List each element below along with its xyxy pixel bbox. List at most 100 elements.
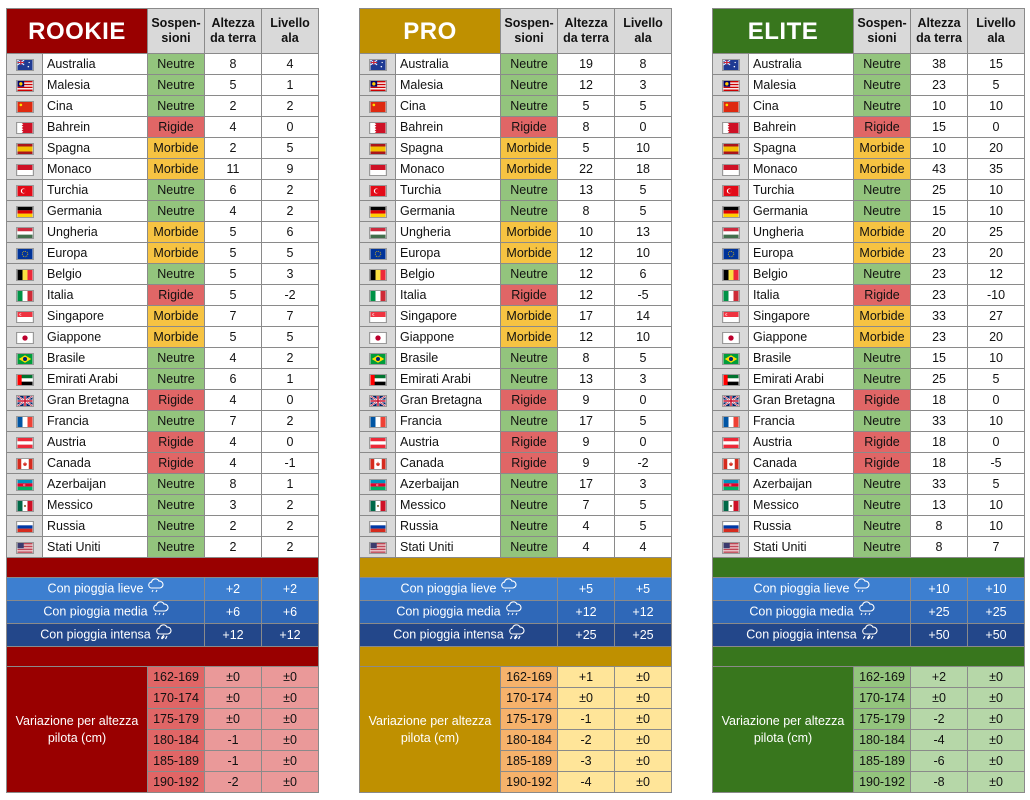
track-name: Messico: [394, 494, 502, 516]
wing-level-value: 10: [967, 95, 1026, 117]
wing-level-value: 3: [261, 263, 319, 285]
ground-height-value: 23: [910, 284, 969, 306]
height-variation-row: 190-192 -2 ±0: [7, 771, 319, 793]
suspension-value: Neutre: [500, 410, 559, 432]
wing-level-value: 10: [967, 179, 1026, 201]
ground-height-value: 3: [204, 494, 262, 516]
variation-label: Variazione per altezza pilota (cm): [358, 666, 502, 793]
rain-row: Con pioggia lieve +5 +5: [358, 577, 673, 601]
track-name: Austria: [747, 431, 855, 453]
suspension-value: Neutre: [853, 536, 912, 558]
usa-flag-icon: [6, 536, 43, 558]
height-wing-delta: ±0: [261, 729, 319, 751]
height-range: 170-174: [853, 687, 912, 709]
suspension-value: Morbide: [147, 242, 205, 264]
wing-level-value: 5: [967, 368, 1026, 390]
suspension-value: Morbide: [853, 326, 912, 348]
wing-level-value: -10: [967, 284, 1026, 306]
track-name: Bahrein: [42, 116, 148, 138]
track-row: Monaco Morbide 22 18: [359, 158, 673, 180]
cloud-rain-light-icon: [853, 578, 870, 600]
wing-level-value: 3: [614, 368, 673, 390]
track-row: Messico Neutre 3 2: [6, 494, 319, 516]
rain-wing-delta: +6: [261, 600, 319, 624]
track-row: Italia Rigide 23 -10: [712, 284, 1026, 306]
track-name: Bahrein: [394, 116, 502, 138]
australia-flag-icon: [6, 53, 43, 75]
ground-height-value: 15: [910, 116, 969, 138]
wing-level-value: 5: [967, 74, 1026, 96]
uk-flag-icon: [712, 389, 749, 411]
wing-level-value: 6: [614, 263, 673, 285]
track-name: Brasile: [42, 347, 148, 369]
track-name: Giappone: [747, 326, 855, 348]
track-row: Russia Neutre 2 2: [6, 515, 319, 537]
cloud-rain-light-icon: [500, 578, 517, 600]
track-row: Russia Neutre 8 10: [712, 515, 1026, 537]
ground-height-value: 5: [204, 221, 262, 243]
height-range: 190-192: [853, 771, 912, 793]
track-name: Russia: [42, 515, 148, 537]
track-name: Australia: [747, 53, 855, 75]
track-name: Italia: [42, 284, 148, 306]
track-name: Gran Bretagna: [394, 389, 502, 411]
height-variation-row: 170-174 ±0 ±0: [360, 687, 673, 709]
suspension-value: Neutre: [853, 410, 912, 432]
rain-ground-delta: +2: [204, 577, 262, 601]
wing-level-value: 2: [261, 200, 319, 222]
suspension-value: Neutre: [147, 200, 205, 222]
height-range: 170-174: [500, 687, 559, 709]
bahrain-flag-icon: [359, 116, 396, 138]
rain-label: Con pioggia media: [396, 604, 501, 619]
usa-flag-icon: [712, 536, 749, 558]
track-name: Malesia: [394, 74, 502, 96]
singapore-flag-icon: [359, 305, 396, 327]
cloud-rain-heavy-icon: [155, 624, 172, 646]
ground-height-header: Altezza da terra: [204, 8, 262, 54]
variation-label: Variazione per altezza pilota (cm): [6, 666, 148, 793]
suspension-value: Neutre: [147, 53, 205, 75]
ground-height-value: 43: [910, 158, 969, 180]
height-wing-delta: ±0: [614, 771, 673, 793]
france-flag-icon: [359, 410, 396, 432]
track-name: Singapore: [747, 305, 855, 327]
height-variation-row: 175-179 -1 ±0: [360, 708, 673, 730]
wing-level-value: 5: [614, 515, 673, 537]
separator: [711, 646, 1026, 667]
suspension-value: Rigide: [500, 284, 559, 306]
height-wing-delta: ±0: [967, 708, 1026, 730]
track-row: Singapore Morbide 33 27: [712, 305, 1026, 327]
height-variation-row: 170-174 ±0 ±0: [713, 687, 1026, 709]
height-ground-delta: ±0: [557, 687, 616, 709]
suspension-value: Neutre: [147, 179, 205, 201]
ground-height-header: Altezza da terra: [910, 8, 969, 54]
track-row: Azerbaijan Neutre 8 1: [6, 473, 319, 495]
france-flag-icon: [6, 410, 43, 432]
suspension-value: Neutre: [500, 95, 559, 117]
turkey-flag-icon: [712, 179, 749, 201]
ground-height-value: 19: [557, 53, 616, 75]
track-name: Russia: [394, 515, 502, 537]
wing-level-value: 4: [261, 53, 319, 75]
ground-height-value: 18: [910, 452, 969, 474]
suspension-value: Neutre: [147, 473, 205, 495]
track-name: Stati Uniti: [394, 536, 502, 558]
track-name: Brasile: [747, 347, 855, 369]
suspension-value: Neutre: [853, 368, 912, 390]
track-name: Monaco: [747, 158, 855, 180]
wing-level-value: 6: [261, 221, 319, 243]
canada-flag-icon: [712, 452, 749, 474]
eu-flag-icon: [6, 242, 43, 264]
ground-height-value: 13: [557, 368, 616, 390]
track-row: Germania Neutre 15 10: [712, 200, 1026, 222]
track-row: Messico Neutre 13 10: [712, 494, 1026, 516]
track-name: Ungheria: [394, 221, 502, 243]
rain-ground-delta: +5: [557, 577, 616, 601]
uae-flag-icon: [6, 368, 43, 390]
track-name: Giappone: [42, 326, 148, 348]
track-name: Francia: [394, 410, 502, 432]
wing-level-value: 5: [614, 95, 673, 117]
height-ground-delta: -1: [557, 708, 616, 730]
track-name: Austria: [394, 431, 502, 453]
track-row: Turchia Neutre 13 5: [359, 179, 673, 201]
